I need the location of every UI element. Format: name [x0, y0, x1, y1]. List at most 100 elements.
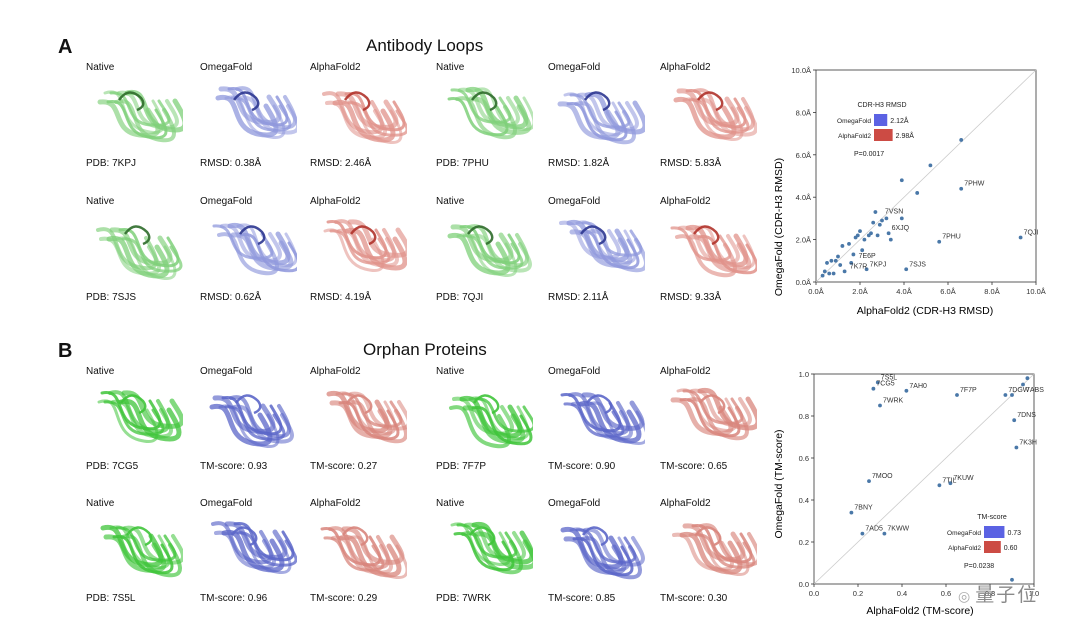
point-annotation: 7PHU [942, 234, 961, 241]
point-annotation: 6XJQ [892, 225, 910, 232]
data-point [831, 271, 836, 276]
protein-structure-image [560, 392, 645, 445]
wechat-icon: ◎ [958, 588, 973, 604]
point-annotation: 7MOO [872, 473, 893, 480]
y-tick-label: 10.0Å [791, 66, 811, 75]
point-annotation: 7K3H [1019, 440, 1037, 447]
structure-caption: PDB: 7SJS [86, 292, 137, 303]
structure-model-label: AlphaFold2 [660, 366, 711, 377]
y-tick-label: 0.2 [799, 538, 809, 547]
point-annotation: 7TIL [942, 477, 956, 484]
data-point [827, 271, 832, 276]
data-point [904, 267, 909, 272]
y-tick-label: 6.0Å [796, 151, 811, 160]
data-point [833, 258, 838, 263]
structure-model-label: Native [436, 366, 465, 377]
watermark-logo: ◎ 量子位 [958, 585, 1039, 606]
structure-model-label: OmegaFold [548, 62, 601, 73]
structure-caption: TM-score: 0.90 [548, 461, 616, 472]
data-point [1010, 577, 1014, 582]
point-annotation: 7VSN [885, 208, 903, 215]
point-annotation: 7KWW [887, 526, 909, 533]
data-point [869, 231, 873, 236]
data-point [847, 241, 851, 246]
structure-caption: TM-score: 0.27 [310, 461, 378, 472]
x-tick-label: 8.0Å [984, 287, 999, 296]
inset-title: TM-score [977, 514, 1007, 521]
structure-caption: RMSD: 0.38Å [200, 158, 262, 169]
point-annotation: 7AD5 [865, 526, 883, 533]
y-tick-label: 0.8 [799, 412, 809, 421]
structure-caption: PDB: 7QJI [436, 292, 484, 303]
data-point [822, 269, 827, 274]
data-point [820, 273, 825, 278]
y-tick-label: 0.0 [799, 580, 809, 589]
x-tick-label: 0.0 [809, 589, 819, 598]
protein-structure-image [672, 523, 757, 576]
point-annotation: 7ABS [1026, 387, 1044, 394]
data-point [829, 258, 834, 263]
point-annotation: 7DGW [1008, 387, 1029, 394]
data-point [878, 403, 882, 408]
point-annotation: 7DNS [1017, 412, 1036, 419]
data-point [836, 254, 840, 259]
protein-structure-image [447, 86, 533, 140]
data-point [899, 216, 904, 221]
structure-model-label: Native [86, 366, 115, 377]
protein-structure-image [323, 219, 407, 272]
protein-structure-image [212, 222, 297, 276]
data-point [1010, 393, 1014, 397]
data-point [880, 218, 884, 223]
inset-series-name: AlphaFold2 [948, 545, 981, 552]
protein-structure-image [100, 524, 183, 578]
y-tick-label: 0.4 [799, 496, 809, 505]
y-axis-label: OmegaFold (CDR-H3 RMSD) [773, 158, 785, 296]
y-tick-label: 0.6 [799, 454, 809, 463]
structure-model-label: Native [436, 62, 465, 73]
structure-model-label: OmegaFold [200, 498, 253, 509]
protein-structure-image [673, 88, 757, 141]
data-point [888, 237, 893, 242]
data-point [875, 233, 880, 238]
data-point [937, 239, 942, 244]
data-point [851, 252, 856, 257]
structure-model-label: AlphaFold2 [660, 62, 711, 73]
structure-model-label: Native [436, 498, 465, 509]
structure-model-label: OmegaFold [200, 62, 253, 73]
plot-frame [815, 69, 1037, 283]
data-point [864, 267, 869, 272]
data-point [862, 237, 867, 242]
data-point [825, 261, 829, 265]
point-annotation: 7CG5 [876, 381, 894, 388]
inset-bar [984, 541, 1001, 553]
structure-caption: RMSD: 4.19Å [310, 292, 372, 303]
point-annotation: 7AH0 [909, 383, 927, 390]
inset-bar [874, 129, 893, 141]
data-point [955, 393, 959, 397]
data-point [948, 481, 953, 486]
data-point [860, 248, 865, 253]
protein-structure-image [670, 387, 757, 441]
tmscore-scatter-chart: OmegaFold (TM-score) AlphaFold2 (TM-scor… [773, 370, 1044, 617]
protein-structure-image [447, 224, 532, 277]
structure-caption: TM-score: 0.30 [660, 593, 728, 604]
structure-caption: RMSD: 9.33Å [660, 292, 722, 303]
structure-caption: RMSD: 1.82Å [548, 158, 610, 169]
structure-caption: PDB: 7CG5 [86, 461, 139, 472]
data-point [937, 483, 942, 488]
structure-caption: PDB: 7S5L [86, 593, 136, 604]
data-point [873, 210, 878, 214]
data-point [842, 269, 847, 274]
data-point [1003, 393, 1008, 397]
protein-structure-image [96, 225, 183, 280]
y-tick-label: 8.0Å [796, 108, 811, 117]
structure-caption: RMSD: 5.83Å [660, 158, 722, 169]
structure-caption: PDB: 7WRK [436, 593, 492, 604]
data-point [915, 191, 920, 195]
plot-frame [813, 373, 1035, 585]
protein-structure-image [557, 91, 645, 145]
structure-caption: TM-score: 0.96 [200, 593, 268, 604]
point-annotation: 7BNY [854, 505, 873, 512]
protein-structure-image [97, 89, 183, 143]
x-tick-label: 10.0Å [1026, 287, 1046, 296]
